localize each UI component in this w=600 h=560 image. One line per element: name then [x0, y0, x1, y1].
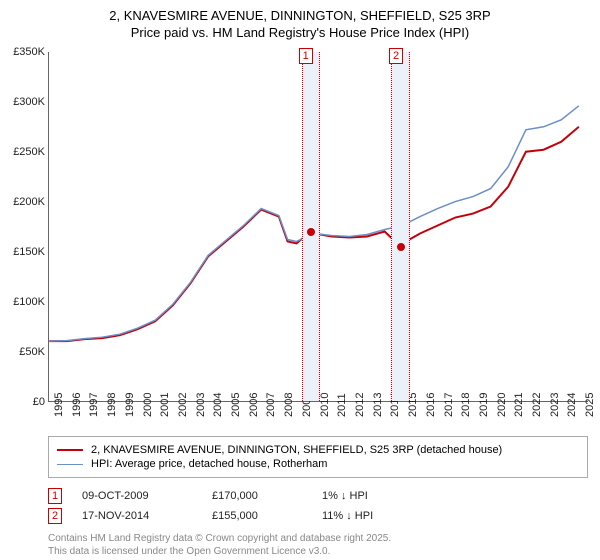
x-axis-tick: 2003: [195, 393, 207, 417]
y-axis-tick: £200K: [1, 196, 45, 208]
legend-box: 2, KNAVESMIRE AVENUE, DINNINGTON, SHEFFI…: [48, 436, 588, 478]
sale-diff: 1% ↓ HPI: [322, 490, 368, 502]
chart-container: 2, KNAVESMIRE AVENUE, DINNINGTON, SHEFFI…: [0, 0, 600, 560]
legend-swatch: [57, 449, 83, 451]
sale-diff: 11% ↓ HPI: [322, 510, 373, 522]
x-axis-tick: 2013: [372, 393, 384, 417]
x-axis-tick: 2023: [549, 393, 561, 417]
sale-price: £170,000: [212, 490, 302, 502]
legend-block: 2, KNAVESMIRE AVENUE, DINNINGTON, SHEFFI…: [48, 436, 588, 558]
x-axis-tick: 2017: [443, 393, 455, 417]
legend-row: HPI: Average price, detached house, Roth…: [57, 457, 579, 471]
sale-band: [391, 52, 410, 401]
sale-marker: 1: [48, 488, 62, 504]
x-axis-tick: 1999: [124, 393, 136, 417]
sales-table: 1 09-OCT-2009 £170,000 1% ↓ HPI 2 17-NOV-2014…: [48, 486, 588, 526]
footnote: Contains HM Land Registry data © Crown c…: [48, 532, 588, 558]
sale-row: 1 09-OCT-2009 £170,000 1% ↓ HPI: [48, 486, 588, 506]
x-axis-tick: 2021: [513, 393, 525, 417]
sale-marker: 2: [48, 508, 62, 524]
sale-price: £155,000: [212, 510, 302, 522]
x-axis-tick: 2019: [478, 393, 490, 417]
x-axis-tick: 2002: [177, 393, 189, 417]
x-axis-tick: 2024: [566, 393, 578, 417]
x-axis-tick: 2010: [319, 393, 331, 417]
y-axis-tick: £100K: [1, 296, 45, 308]
y-axis-tick: £150K: [1, 246, 45, 258]
sale-date: 17-NOV-2014: [82, 510, 192, 522]
chart-title: 2, KNAVESMIRE AVENUE, DINNINGTON, SHEFFI…: [0, 0, 600, 44]
footnote-line2: This data is licensed under the Open Gov…: [48, 545, 588, 558]
y-axis-tick: £50K: [1, 346, 45, 358]
x-axis-tick: 2005: [230, 393, 242, 417]
x-axis-tick: 2000: [142, 393, 154, 417]
legend-swatch: [57, 464, 83, 465]
legend-row: 2, KNAVESMIRE AVENUE, DINNINGTON, SHEFFI…: [57, 443, 579, 457]
x-axis-tick: 2022: [531, 393, 543, 417]
x-axis-tick: 2018: [460, 393, 472, 417]
y-axis-tick: £0: [1, 396, 45, 408]
x-axis-tick: 2012: [354, 393, 366, 417]
band-marker-label: 2: [389, 48, 403, 64]
sale-dot: [307, 228, 315, 236]
x-axis-tick: 1998: [106, 393, 118, 417]
plot-area: £0£50K£100K£150K£200K£250K£300K£350K1995…: [48, 52, 588, 402]
band-marker-label: 1: [299, 48, 313, 64]
x-axis-tick: 2008: [283, 393, 295, 417]
y-axis-tick: £300K: [1, 96, 45, 108]
x-axis-tick: 2020: [496, 393, 508, 417]
title-line2: Price paid vs. HM Land Registry's House …: [0, 25, 600, 40]
sale-dot: [397, 243, 405, 251]
legend-label: 2, KNAVESMIRE AVENUE, DINNINGTON, SHEFFI…: [91, 444, 502, 456]
footnote-line1: Contains HM Land Registry data © Crown c…: [48, 532, 588, 545]
x-axis-tick: 2016: [425, 393, 437, 417]
x-axis-tick: 2025: [584, 393, 596, 417]
x-axis-tick: 2001: [159, 393, 171, 417]
x-axis-tick: 1996: [71, 393, 83, 417]
x-axis-tick: 2011: [336, 393, 348, 417]
x-axis-tick: 2006: [248, 393, 260, 417]
title-line1: 2, KNAVESMIRE AVENUE, DINNINGTON, SHEFFI…: [0, 8, 600, 23]
x-axis-tick: 1997: [88, 393, 100, 417]
y-axis-tick: £250K: [1, 146, 45, 158]
legend-label: HPI: Average price, detached house, Roth…: [91, 458, 327, 470]
x-axis-tick: 2004: [212, 393, 224, 417]
x-axis-tick: 1995: [53, 393, 65, 417]
y-axis-tick: £350K: [1, 46, 45, 58]
x-axis-tick: 2007: [265, 393, 277, 417]
sale-date: 09-OCT-2009: [82, 490, 192, 502]
sale-row: 2 17-NOV-2014 £155,000 11% ↓ HPI: [48, 506, 588, 526]
sale-band: [302, 52, 320, 401]
